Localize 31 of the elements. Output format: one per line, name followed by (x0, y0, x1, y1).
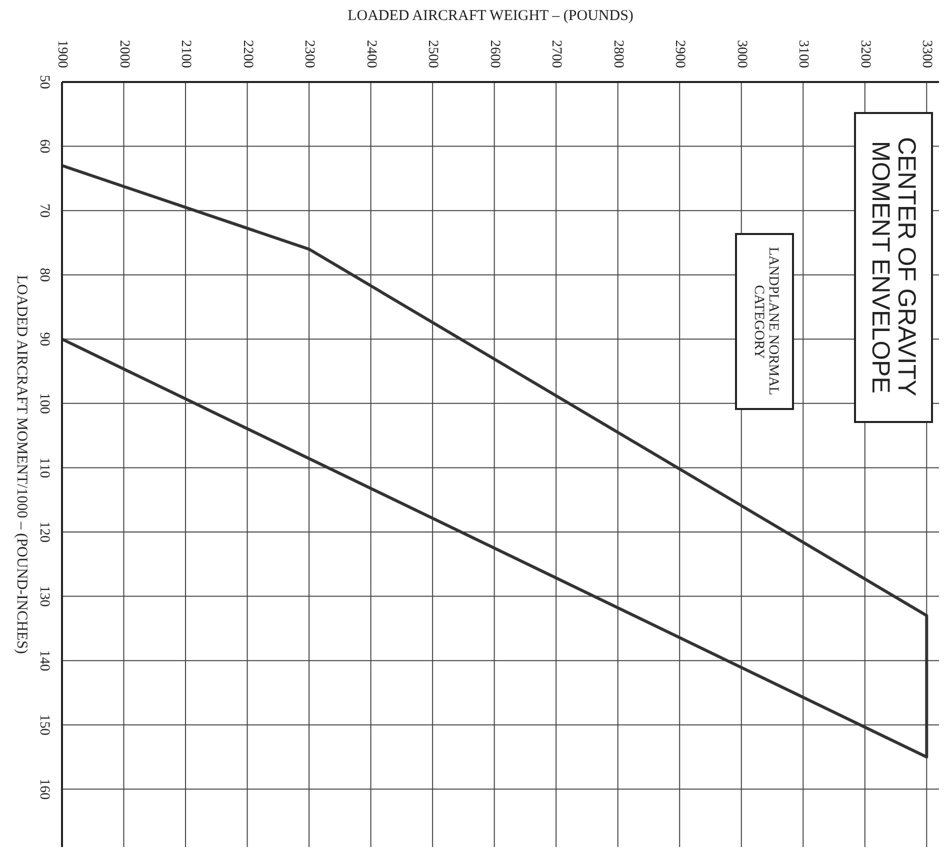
y-tick-label: 110 (36, 457, 52, 478)
x-tick-label: 3000 (734, 40, 749, 68)
y-tick-label: 140 (36, 650, 52, 672)
x-tick-label: 2200 (240, 40, 255, 68)
x-tick-label: 2000 (116, 40, 132, 68)
x-tick-label: 3100 (796, 40, 811, 68)
x-axis-title: LOADED AIRCRAFT WEIGHT – (POUNDS) (346, 8, 634, 26)
y-tick-label: 130 (36, 586, 52, 607)
y-tick-label: 100 (36, 392, 52, 414)
x-tick-label: 2900 (672, 40, 688, 68)
x-tick-label: 1900 (54, 40, 70, 68)
annotation: LANDPLANE NORMAL CATEGORY (750, 246, 781, 398)
x-tick-label: 2500 (425, 40, 440, 68)
x-tick-label: 3200 (857, 40, 872, 68)
x-tick-label: 2100 (178, 40, 194, 68)
y-tick-label: 160 (36, 778, 52, 800)
x-tick-label: 2700 (548, 40, 564, 68)
y-tick-label: 60 (36, 139, 52, 154)
y-tick-label: 80 (36, 268, 52, 282)
y-tick-label: 150 (36, 714, 52, 736)
x-tick-label: 2800 (610, 40, 626, 68)
x-tick-label: 2400 (363, 40, 378, 68)
y-tick-label: 120 (36, 522, 52, 542)
x-tick-label: 2600 (486, 40, 502, 68)
y-axis-title: LOADED AIRCRAFT MOMENT/1000 – (POUND-INCHES) (12, 275, 30, 654)
y-tick-label: 70 (36, 204, 52, 218)
text: CENTER OF GRAVITY MOMENT ENVELOPE (866, 136, 921, 399)
x-tick-label: 2300 (302, 40, 317, 68)
x-tick-label: 3300 (919, 40, 934, 68)
y-tick-label: 50 (36, 75, 52, 89)
y-tick-label: 90 (36, 332, 52, 346)
